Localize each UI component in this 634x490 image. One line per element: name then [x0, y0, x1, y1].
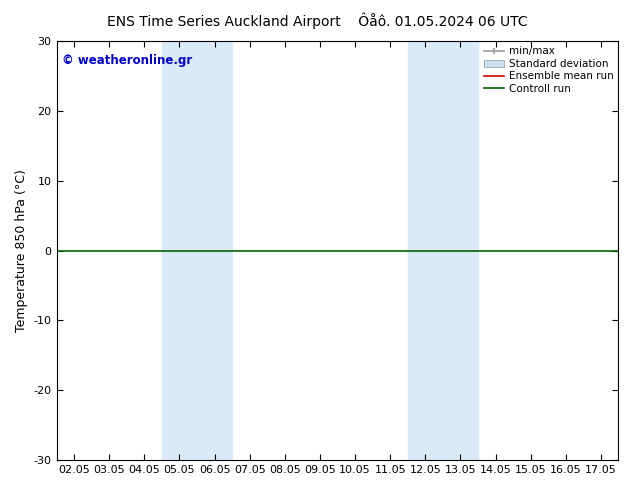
Text: ENS Time Series Auckland Airport    Ôåô. 01.05.2024 06 UTC: ENS Time Series Auckland Airport Ôåô. 01…: [107, 12, 527, 29]
Text: © weatheronline.gr: © weatheronline.gr: [62, 53, 192, 67]
Y-axis label: Temperature 850 hPa (°C): Temperature 850 hPa (°C): [15, 169, 28, 332]
Bar: [408, 41, 478, 460]
Legend: min/max, Standard deviation, Ensemble mean run, Controll run: min/max, Standard deviation, Ensemble me…: [481, 44, 616, 96]
Bar: [162, 41, 232, 460]
